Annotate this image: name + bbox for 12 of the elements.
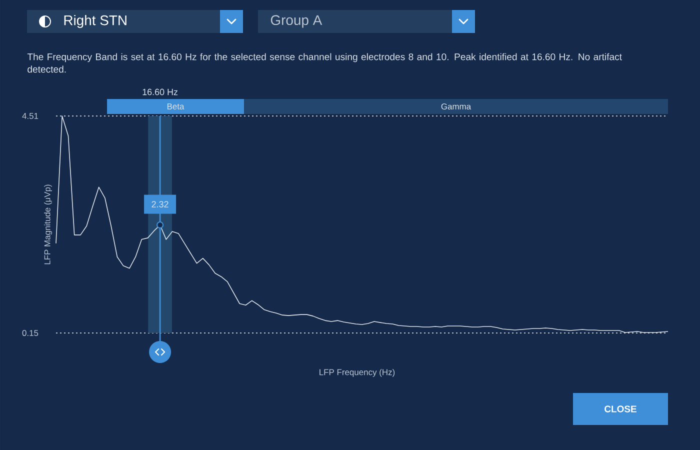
text: Gamma xyxy=(441,104,472,110)
y-tick-label: 0.15 xyxy=(22,330,38,336)
text: Beta xyxy=(167,104,184,110)
y-tick-label: 4.51 xyxy=(22,113,38,119)
text: CLOSE xyxy=(604,406,636,412)
x-axis-title: LFP Frequency (Hz) xyxy=(320,368,395,377)
y-axis-title: LFP Magnitude (μVp) xyxy=(44,184,52,264)
text: 16.60 Hz xyxy=(142,88,178,96)
annotation: 2.32 xyxy=(152,201,168,208)
text: Right STN xyxy=(64,14,126,28)
text: The Frequency Band is set at 16.60 Hz for the selected sense channel using electrodes 8 and 10. Peak identified at 16.60 Hz. No artifact detected. xyxy=(27,53,622,73)
text: Group A xyxy=(270,15,322,28)
